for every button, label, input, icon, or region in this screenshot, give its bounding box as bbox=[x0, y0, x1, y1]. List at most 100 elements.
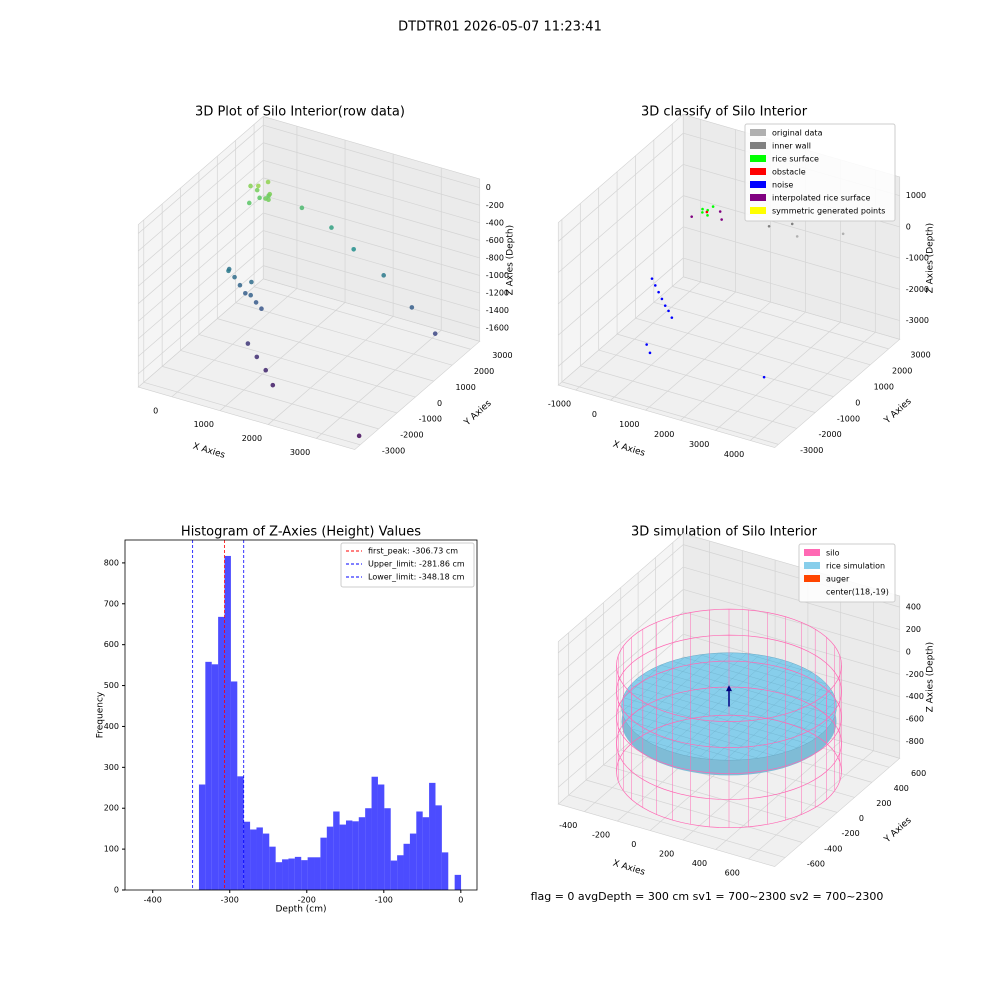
y-tick-label: 3000 bbox=[492, 351, 512, 360]
point bbox=[718, 210, 722, 213]
bar bbox=[198, 784, 206, 890]
rice-mesh bbox=[773, 701, 837, 756]
grid-line bbox=[138, 247, 264, 357]
point bbox=[267, 191, 273, 197]
grid-line bbox=[138, 160, 264, 269]
point bbox=[701, 207, 704, 211]
x-tick-label: 2000 bbox=[654, 430, 674, 439]
grid-line bbox=[680, 311, 806, 421]
bar bbox=[339, 824, 346, 890]
point bbox=[245, 341, 251, 346]
grid-line bbox=[217, 318, 434, 382]
y-tick-label: -1000 bbox=[419, 415, 442, 424]
chart-title: 3D classify of Silo Interior bbox=[641, 105, 808, 120]
z-tick-label: -1000 bbox=[906, 254, 929, 263]
point bbox=[790, 222, 794, 226]
z-tick-label: -600 bbox=[486, 236, 504, 245]
rice-mesh bbox=[642, 674, 828, 728]
z-tick-label: -2000 bbox=[906, 285, 929, 294]
point bbox=[257, 195, 262, 201]
bar bbox=[326, 826, 334, 890]
point bbox=[663, 304, 667, 307]
x-tick-label: 1000 bbox=[194, 420, 214, 429]
point bbox=[720, 218, 723, 221]
z-tick-label: 1000 bbox=[906, 191, 926, 200]
x-tick-label: 3000 bbox=[290, 448, 310, 457]
point bbox=[657, 290, 660, 294]
point bbox=[654, 284, 657, 287]
grid-line bbox=[580, 365, 797, 429]
grid-line bbox=[263, 247, 480, 311]
legend-label: Lower_limit: -348.18 cm bbox=[368, 573, 465, 582]
grid-line bbox=[558, 257, 684, 367]
legend-label: obstacle bbox=[772, 168, 806, 177]
point bbox=[248, 292, 253, 298]
legend-swatch bbox=[750, 168, 766, 175]
bar bbox=[282, 859, 289, 890]
point bbox=[299, 205, 305, 211]
z-tick-label: 0 bbox=[906, 647, 911, 656]
x-tick-label: 0 bbox=[458, 896, 463, 905]
point bbox=[841, 232, 845, 236]
legend-box bbox=[340, 542, 475, 588]
grid-line bbox=[138, 124, 264, 234]
point bbox=[329, 225, 334, 230]
grid-line bbox=[558, 226, 684, 336]
point bbox=[232, 274, 237, 280]
grid-line bbox=[575, 281, 701, 391]
x-axis-label: X Axies bbox=[611, 440, 646, 459]
bar bbox=[416, 811, 423, 890]
grid-line bbox=[138, 212, 264, 322]
z-tick-label: -600 bbox=[906, 715, 924, 724]
z-tick-label: -200 bbox=[906, 670, 924, 679]
point bbox=[266, 197, 271, 203]
y-tick-label: 2000 bbox=[474, 367, 494, 376]
x-axis-label: X Axies bbox=[611, 859, 646, 878]
point bbox=[667, 309, 670, 313]
y-tick-label: 400 bbox=[104, 722, 119, 731]
point bbox=[705, 210, 709, 214]
z-axis-label: Z Axies (Depth) bbox=[925, 223, 935, 294]
point bbox=[356, 433, 362, 439]
z-tick-label: -400 bbox=[486, 218, 504, 227]
grid-line bbox=[138, 177, 264, 287]
grid-line bbox=[558, 544, 684, 654]
y-tick-label: 0 bbox=[859, 814, 864, 823]
legend-label: symmetric generated points bbox=[772, 207, 885, 216]
grid-line bbox=[616, 333, 834, 397]
point bbox=[409, 305, 415, 310]
bar bbox=[237, 776, 244, 890]
grid-line bbox=[558, 611, 684, 721]
bar bbox=[269, 846, 276, 890]
z-tick-label: 0 bbox=[906, 222, 911, 231]
z-axis-label: Z Axies (Depth) bbox=[925, 642, 935, 713]
y-tick-label: 500 bbox=[104, 681, 119, 690]
grid-line bbox=[138, 195, 264, 304]
y-tick-label: -1000 bbox=[837, 414, 860, 423]
bar bbox=[365, 808, 372, 890]
legend-label: inner wall bbox=[772, 142, 811, 151]
bar bbox=[256, 827, 263, 890]
bar bbox=[250, 829, 257, 890]
y-tick-label: 700 bbox=[104, 599, 119, 608]
grid-line bbox=[558, 132, 684, 242]
bar bbox=[390, 860, 398, 890]
legend-swatch bbox=[804, 549, 820, 556]
rice-mesh bbox=[650, 669, 833, 722]
point bbox=[259, 306, 264, 311]
x-tick-label: -400 bbox=[559, 821, 577, 830]
y-tick-label: 0 bbox=[437, 399, 442, 408]
point bbox=[701, 211, 704, 214]
point bbox=[650, 277, 654, 280]
point bbox=[660, 297, 664, 301]
bar bbox=[314, 857, 321, 890]
grid-line bbox=[267, 316, 394, 425]
x-tick-label: 0 bbox=[631, 840, 636, 849]
rice-mesh bbox=[724, 677, 820, 761]
suptitle: DTDTR01 2026-05-07 11:23:41 bbox=[398, 20, 602, 35]
grid-line bbox=[143, 381, 361, 446]
grid-line bbox=[263, 265, 480, 329]
grid-line bbox=[253, 286, 471, 350]
footer-text: flag = 0 avgDepth = 300 cm sv1 = 700~230… bbox=[531, 890, 884, 903]
legend-label: noise bbox=[772, 181, 793, 190]
